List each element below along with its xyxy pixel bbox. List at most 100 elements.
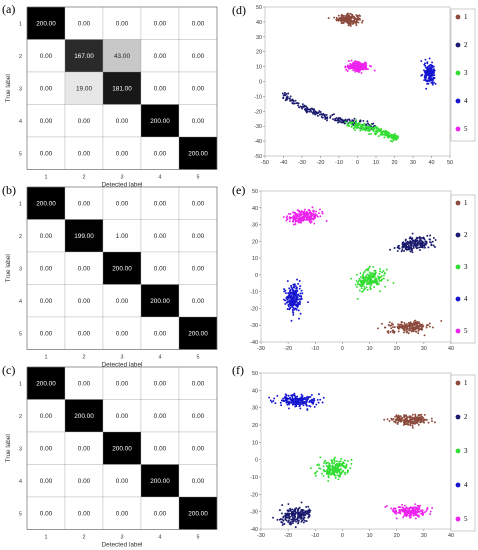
scatter-point <box>363 64 366 67</box>
scatter-point <box>421 242 424 244</box>
scatter-point <box>389 330 392 333</box>
cell-value-label: 200.00 <box>150 118 170 125</box>
scatter-point <box>368 64 371 67</box>
scatter-point <box>424 71 427 74</box>
matrix-cell <box>140 496 180 530</box>
scatter-point <box>396 135 399 138</box>
scatter-point <box>396 250 399 252</box>
scatter-point <box>332 118 334 121</box>
scatter-point <box>339 467 342 470</box>
scatter-point <box>293 400 296 403</box>
scatter-point <box>403 329 406 332</box>
scatter-point <box>354 65 357 68</box>
matrix-cell <box>140 104 180 138</box>
scatter-point <box>359 284 362 287</box>
scatter-point <box>302 521 305 524</box>
scatter-point <box>291 289 294 292</box>
scatter-point <box>425 419 428 421</box>
scatter-point <box>308 110 311 113</box>
scatter-point <box>344 459 346 462</box>
cell-value-label: 200.00 <box>36 380 56 387</box>
scatter-point <box>383 131 386 134</box>
y-tick-label: -10 <box>250 290 258 296</box>
cell-value-label: 0.00 <box>154 380 167 387</box>
scatter-point <box>286 397 289 400</box>
scatter-point <box>353 126 356 129</box>
scatter-point <box>291 516 294 519</box>
scatter-point <box>317 401 320 404</box>
scatter-point <box>412 506 415 509</box>
legend-marker <box>455 448 461 454</box>
scatter-point <box>417 505 420 507</box>
scatter-point <box>434 82 437 85</box>
cell-value-label: 200.00 <box>188 330 208 337</box>
scatter-point <box>336 471 339 474</box>
legend-marker <box>455 328 461 334</box>
scatter-point <box>284 399 287 402</box>
scatter-point <box>386 134 389 137</box>
legend-marker <box>455 200 461 206</box>
x-tick-label: -20 <box>284 533 292 539</box>
scatter-point <box>285 401 288 404</box>
x-tick-label: -10 <box>311 346 319 352</box>
scatter-point <box>327 480 330 482</box>
scatter-point <box>344 121 347 124</box>
cell-value-label: 0.00 <box>192 298 205 305</box>
scatter-point <box>284 512 287 515</box>
scatter-point <box>422 325 425 327</box>
scatter-point <box>334 117 337 120</box>
scatter-point <box>290 319 293 322</box>
scatter-point <box>298 280 301 282</box>
scatter-point <box>418 418 421 421</box>
scatter-point <box>348 118 351 121</box>
scatter-point <box>339 118 342 121</box>
scatter-point <box>427 77 430 80</box>
legend-label: 5 <box>464 125 468 133</box>
scatter-point <box>340 13 343 16</box>
scatter-point <box>370 279 373 282</box>
scatter-point <box>405 247 407 250</box>
scatter-point <box>408 247 410 250</box>
matrix-cell <box>178 219 218 253</box>
scatter-point <box>360 64 362 67</box>
scatter-point <box>411 420 414 423</box>
scatter-point <box>368 130 371 133</box>
scatter-point <box>331 459 334 462</box>
scatter-point <box>289 212 292 215</box>
scatter-point <box>309 214 312 217</box>
scatter-point <box>291 102 294 105</box>
cell-value-label: 0.00 <box>116 298 129 305</box>
scatter-point <box>314 113 317 116</box>
scatter-point <box>336 468 339 471</box>
scatter-point <box>287 521 290 524</box>
matrix-cell <box>102 366 142 400</box>
matrix-cell <box>102 104 142 138</box>
matrix-cell <box>102 464 142 498</box>
scatter-point <box>424 511 426 514</box>
scatter-point <box>358 66 361 69</box>
scatter-point <box>409 512 411 515</box>
scatter-point <box>299 397 302 400</box>
scatter-point <box>337 18 340 21</box>
scatter-point <box>349 23 352 26</box>
scatter-point <box>286 298 289 301</box>
scatter-point <box>321 472 323 475</box>
y-tick-label: 10 <box>252 440 258 446</box>
scatter-point <box>406 240 409 243</box>
y-tick-label: -20 <box>250 306 258 312</box>
scatter-point <box>342 22 345 24</box>
scatter-point <box>318 208 321 211</box>
scatter-point <box>309 399 312 402</box>
scatter-point <box>403 244 405 246</box>
scatter-point <box>391 140 394 143</box>
matrix-cell <box>102 39 142 73</box>
matrix-cell <box>178 71 218 105</box>
scatter-point <box>387 132 390 135</box>
scatter-point <box>299 219 302 222</box>
scatter-point <box>308 209 311 211</box>
legend-marker <box>455 42 461 48</box>
matrix-cell <box>64 496 104 530</box>
scatter-point <box>293 392 296 395</box>
scatter-point <box>307 108 310 111</box>
y-tick-label: 0 <box>255 273 258 279</box>
